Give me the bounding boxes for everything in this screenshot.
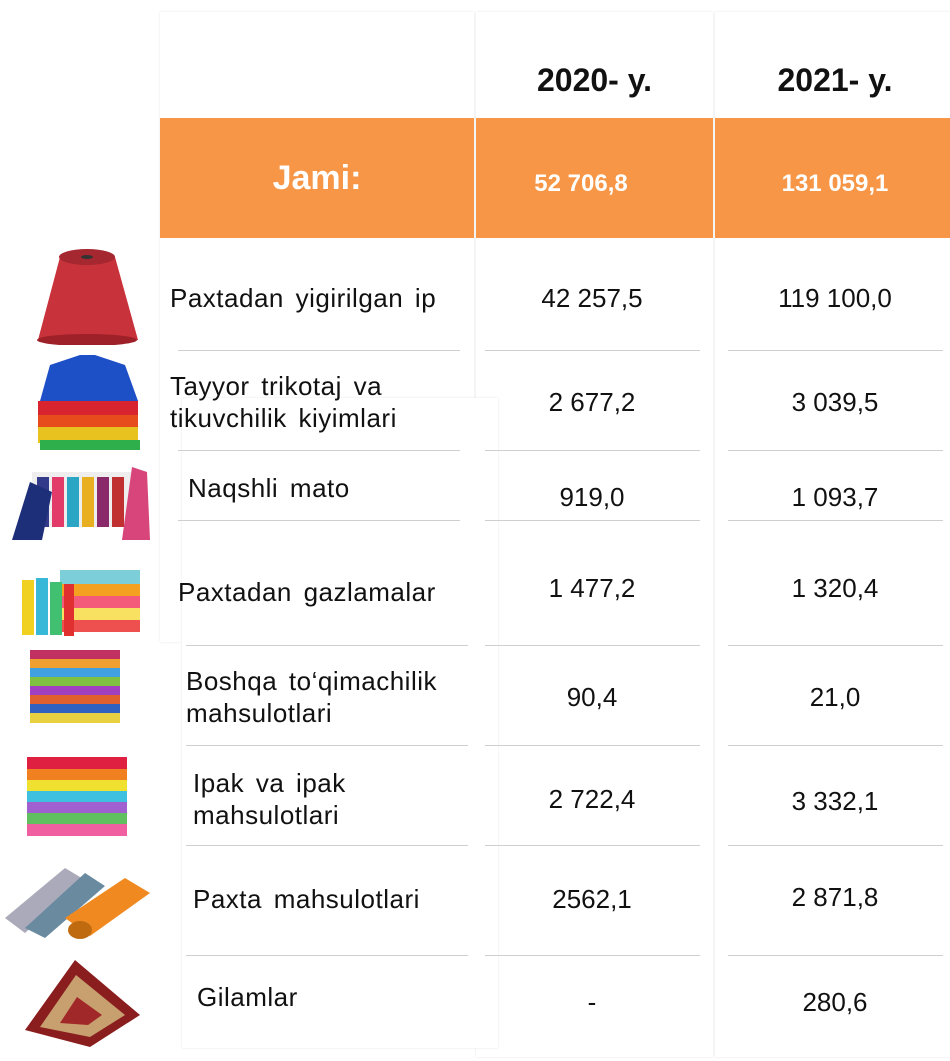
total-band	[476, 118, 713, 238]
row-separator	[178, 350, 460, 351]
value-2020: 1 477,2	[548, 572, 636, 603]
row-separator	[186, 955, 468, 956]
icon-silk	[27, 757, 127, 836]
value-2021: 3 332,1	[791, 785, 879, 816]
row-separator	[728, 350, 943, 351]
row-separator	[728, 450, 943, 451]
row-label: Paxtadan gazlamalar	[178, 577, 436, 607]
row-separator	[485, 520, 700, 521]
value-2020: 919,0	[559, 481, 625, 512]
icon-towels	[30, 650, 120, 723]
row-separator	[485, 450, 700, 451]
row-label: Tayyor trikotaj va tikuvchilik kiyimlari	[170, 371, 397, 433]
value-2021: 3 039,5	[791, 386, 879, 417]
value-2020: -	[587, 986, 597, 1017]
row-label: Gilamlar	[197, 982, 298, 1012]
total-2020: 52 706,8	[534, 170, 628, 197]
value-2020: 2 677,2	[548, 386, 636, 417]
value-2021: 1 320,4	[791, 572, 879, 603]
icon-spools	[22, 570, 140, 636]
column-panel	[182, 398, 498, 1048]
total-2021: 131 059,1	[781, 170, 889, 197]
row-separator	[728, 745, 943, 746]
row-separator	[186, 745, 468, 746]
value-2021: 21,0	[809, 681, 861, 712]
header-2020: 2020- y.	[536, 61, 653, 98]
row-label: Paxta mahsulotlari	[193, 884, 420, 914]
value-2020: 2 722,4	[548, 783, 636, 814]
icon-rolls	[5, 868, 150, 939]
row-separator	[728, 520, 943, 521]
row-separator	[186, 845, 468, 846]
row-separator	[485, 645, 700, 646]
value-2021: 2 871,8	[791, 881, 879, 912]
value-2020: 2562,1	[552, 883, 632, 914]
value-2021: 119 100,0	[778, 282, 892, 313]
row-separator	[485, 955, 700, 956]
value-2021: 1 093,7	[791, 481, 879, 512]
row-separator	[186, 645, 468, 646]
icon-carpet	[25, 960, 140, 1047]
icon-fabric	[12, 467, 150, 540]
row-separator	[178, 520, 460, 521]
header-2021: 2021- y.	[777, 61, 893, 98]
row-label: Paxtadan yigirilgan ip	[170, 283, 437, 313]
total-band	[715, 118, 950, 238]
row-label: Boshqa to‘qimachilik mahsulotlari	[186, 666, 438, 728]
row-separator	[728, 955, 943, 956]
total-band	[160, 118, 474, 238]
row-separator	[178, 450, 460, 451]
icon-shirts	[38, 355, 140, 450]
row-separator	[485, 745, 700, 746]
value-2020: 90,4	[566, 681, 618, 712]
row-separator	[728, 645, 943, 646]
total-label: Jami:	[272, 158, 362, 197]
value-2021: 280,6	[802, 986, 868, 1017]
row-separator	[728, 845, 943, 846]
icon-yarn	[37, 249, 138, 345]
row-separator	[485, 350, 700, 351]
row-label: Naqshli mato	[188, 473, 350, 503]
row-label: Ipak va ipak mahsulotlari	[193, 768, 346, 830]
row-separator	[485, 845, 700, 846]
value-2020: 42 257,5	[541, 282, 643, 313]
